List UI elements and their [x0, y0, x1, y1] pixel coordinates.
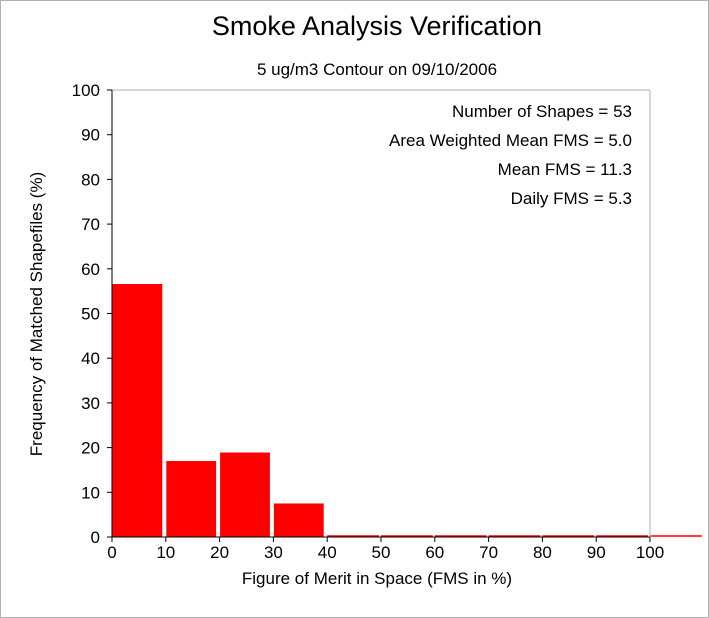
- chart-subtitle: 5 ug/m3 Contour on 09/10/2006: [257, 60, 497, 79]
- x-axis-title: Figure of Merit in Space (FMS in %): [242, 569, 512, 588]
- x-axis-ticks: 0 10 20 30 40 50 60 70 80 90 100: [107, 537, 664, 562]
- bars-layer: [112, 283, 702, 537]
- y-tick-label: 100: [72, 81, 100, 100]
- y-tick-label: 30: [81, 394, 100, 413]
- x-tick-label: 0: [107, 543, 116, 562]
- bar-3: [273, 503, 324, 537]
- stat-line-1: Area Weighted Mean FMS = 5.0: [389, 131, 632, 150]
- y-tick-label: 80: [81, 170, 100, 189]
- bar-2: [220, 452, 270, 537]
- y-tick-label: 0: [91, 528, 100, 547]
- chart-title: Smoke Analysis Verification: [212, 11, 542, 41]
- y-tick-label: 60: [81, 260, 100, 279]
- bar-1: [166, 461, 217, 537]
- y-axis-ticks: 0 10 20 30 40 50 60 70 80 90 100: [72, 81, 112, 547]
- x-tick-label: 30: [264, 543, 283, 562]
- x-tick-label: 100: [636, 543, 664, 562]
- x-tick-label: 10: [156, 543, 175, 562]
- x-tick-label: 80: [533, 543, 552, 562]
- bar-0: [112, 283, 163, 537]
- y-tick-label: 90: [81, 126, 100, 145]
- stat-line-3: Daily FMS = 5.3: [511, 189, 632, 208]
- x-tick-label: 40: [318, 543, 337, 562]
- x-tick-label: 90: [587, 543, 606, 562]
- y-tick-label: 70: [81, 215, 100, 234]
- stat-line-2: Mean FMS = 11.3: [498, 160, 632, 179]
- x-tick-label: 50: [372, 543, 391, 562]
- x-tick-label: 60: [425, 543, 444, 562]
- y-tick-label: 20: [81, 439, 100, 458]
- stats-annotations: Number of Shapes = 53 Area Weighted Mean …: [389, 102, 632, 208]
- y-tick-label: 50: [81, 305, 100, 324]
- x-tick-label: 20: [210, 543, 229, 562]
- stat-line-0: Number of Shapes = 53: [452, 102, 632, 121]
- x-tick-label: 70: [479, 543, 498, 562]
- y-tick-label: 10: [81, 483, 100, 502]
- y-axis-title: Frequency of Matched Shapefiles (%): [27, 172, 46, 456]
- y-tick-label: 40: [81, 349, 100, 368]
